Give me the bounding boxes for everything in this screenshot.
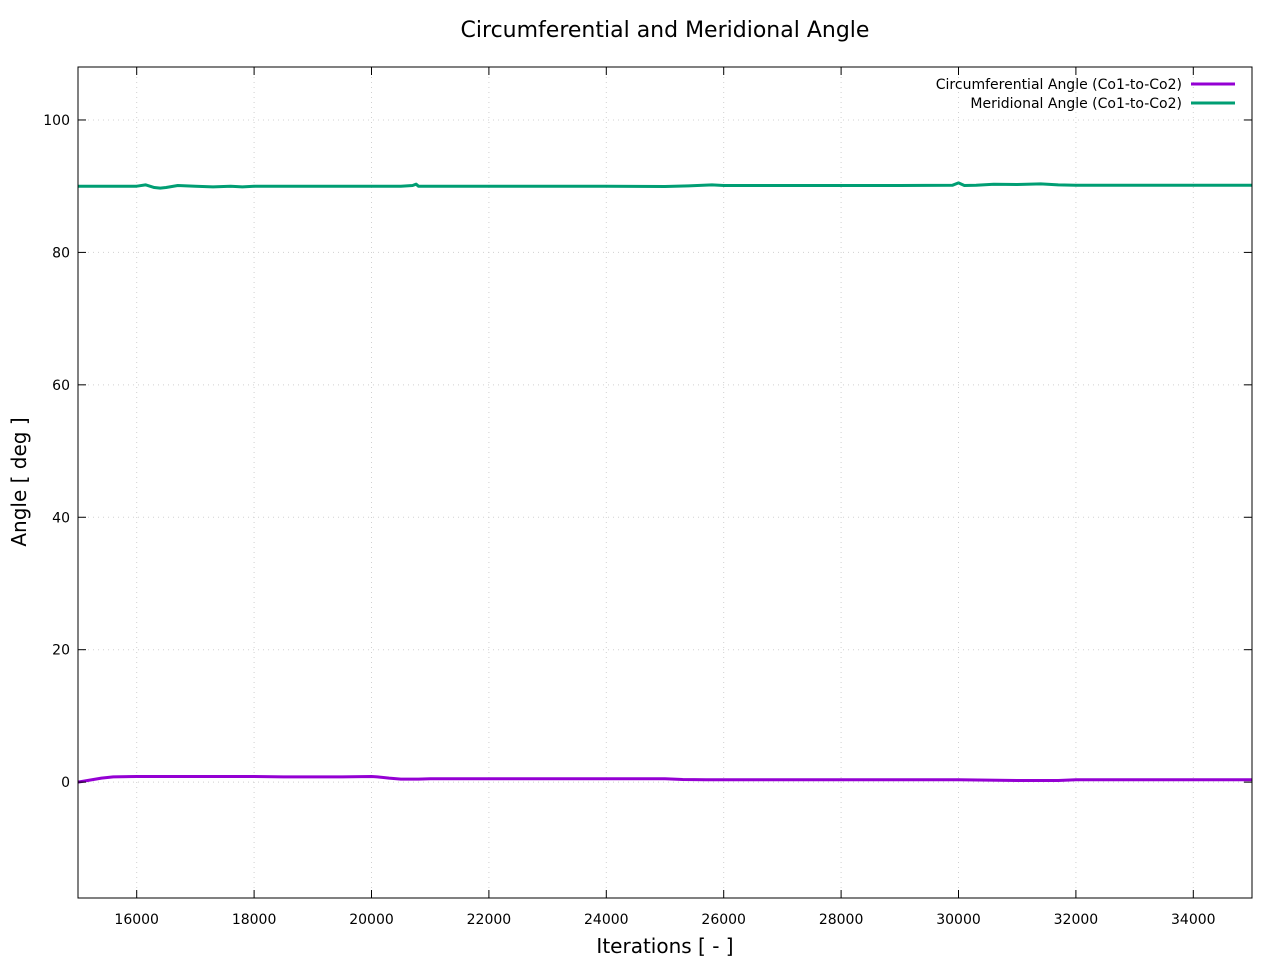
x-tick-label: 30000 (936, 912, 981, 928)
chart-title: Circumferential and Meridional Angle (461, 18, 870, 43)
x-axis-title: Iterations [ - ] (596, 934, 733, 958)
y-tick-label: 20 (52, 643, 70, 659)
x-tick-label: 18000 (232, 912, 277, 928)
legend-label-2: Meridional Angle (Co1-to-Co2) (970, 96, 1182, 112)
x-tick-label: 28000 (819, 912, 864, 928)
y-tick-label: 100 (43, 113, 70, 129)
x-tick-label: 22000 (467, 912, 512, 928)
x-tick-label: 32000 (1054, 912, 1099, 928)
x-tick-label: 24000 (584, 912, 629, 928)
grid (78, 67, 1252, 898)
x-tick-label: 26000 (701, 912, 746, 928)
x-tick-label: 20000 (349, 912, 394, 928)
y-tick-label: 40 (52, 510, 70, 526)
legend-label-1: Circumferential Angle (Co1-to-Co2) (936, 77, 1182, 93)
ticks: 16000 18000 20000 22000 24000 26000 28000 30000… (43, 67, 1252, 928)
plot-frame (77, 66, 1253, 899)
series-line-2 (78, 181, 1252, 190)
x-tick-label: 34000 (1171, 912, 1216, 928)
series-line-1 (77, 775, 1252, 784)
y-tick-label: 80 (52, 245, 70, 261)
legend: Circumferential Angle (Co1-to-Co2) Meridi… (936, 77, 1235, 112)
y-axis-title: Angle [ deg ] (7, 417, 31, 546)
series-layer (77, 181, 1252, 784)
y-tick-label: 60 (52, 378, 70, 394)
x-tick-label: 16000 (114, 912, 159, 928)
y-tick-label: 0 (61, 775, 70, 791)
